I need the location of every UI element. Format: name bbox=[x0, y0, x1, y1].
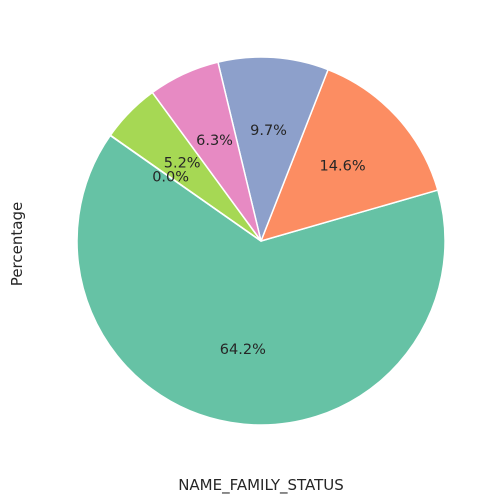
pie-slice bbox=[260, 68, 439, 242]
pie-slice-label: 0.0% bbox=[152, 170, 189, 186]
pie-slice-label: 9.7% bbox=[250, 123, 287, 139]
pie-slices bbox=[76, 56, 446, 426]
pie-slice-label: 64.2% bbox=[220, 342, 266, 358]
pie-slice-label: 14.6% bbox=[320, 159, 366, 175]
y-axis-label: Percentage bbox=[8, 202, 26, 286]
pie-slice-label: 5.2% bbox=[164, 156, 201, 172]
pie-slice bbox=[217, 56, 329, 242]
pie-slice bbox=[76, 134, 446, 426]
pie-labels: 64.2% 14.6% 9.7% 6.3% 5.2%0.0% bbox=[152, 123, 365, 358]
pie-slice-label: 6.3% bbox=[196, 133, 233, 149]
pie-slice bbox=[109, 134, 262, 242]
x-axis-label: NAME_FAMILY_STATUS bbox=[178, 476, 344, 495]
